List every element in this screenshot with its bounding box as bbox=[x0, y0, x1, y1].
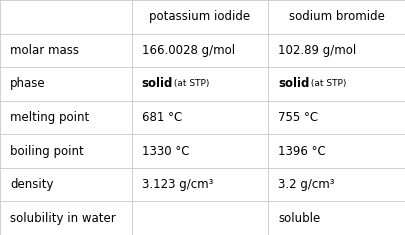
Text: (at STP): (at STP) bbox=[308, 79, 346, 88]
Text: phase: phase bbox=[10, 77, 46, 90]
Text: potassium iodide: potassium iodide bbox=[149, 10, 251, 23]
Text: 166.0028 g/mol: 166.0028 g/mol bbox=[142, 44, 235, 57]
Text: molar mass: molar mass bbox=[10, 44, 79, 57]
Text: 3.2 g/cm³: 3.2 g/cm³ bbox=[279, 178, 335, 191]
Text: soluble: soluble bbox=[279, 212, 321, 225]
Text: (at STP): (at STP) bbox=[171, 79, 209, 88]
Text: 755 °C: 755 °C bbox=[279, 111, 319, 124]
Text: sodium bromide: sodium bromide bbox=[289, 10, 385, 23]
Text: boiling point: boiling point bbox=[10, 145, 84, 158]
Text: 3.123 g/cm³: 3.123 g/cm³ bbox=[142, 178, 213, 191]
Text: solubility in water: solubility in water bbox=[10, 212, 116, 225]
Text: 1330 °C: 1330 °C bbox=[142, 145, 189, 158]
Text: 681 °C: 681 °C bbox=[142, 111, 182, 124]
Text: 1396 °C: 1396 °C bbox=[279, 145, 326, 158]
Text: solid: solid bbox=[279, 77, 310, 90]
Text: 102.89 g/mol: 102.89 g/mol bbox=[279, 44, 357, 57]
Text: melting point: melting point bbox=[10, 111, 90, 124]
Text: solid: solid bbox=[142, 77, 173, 90]
Text: density: density bbox=[10, 178, 53, 191]
